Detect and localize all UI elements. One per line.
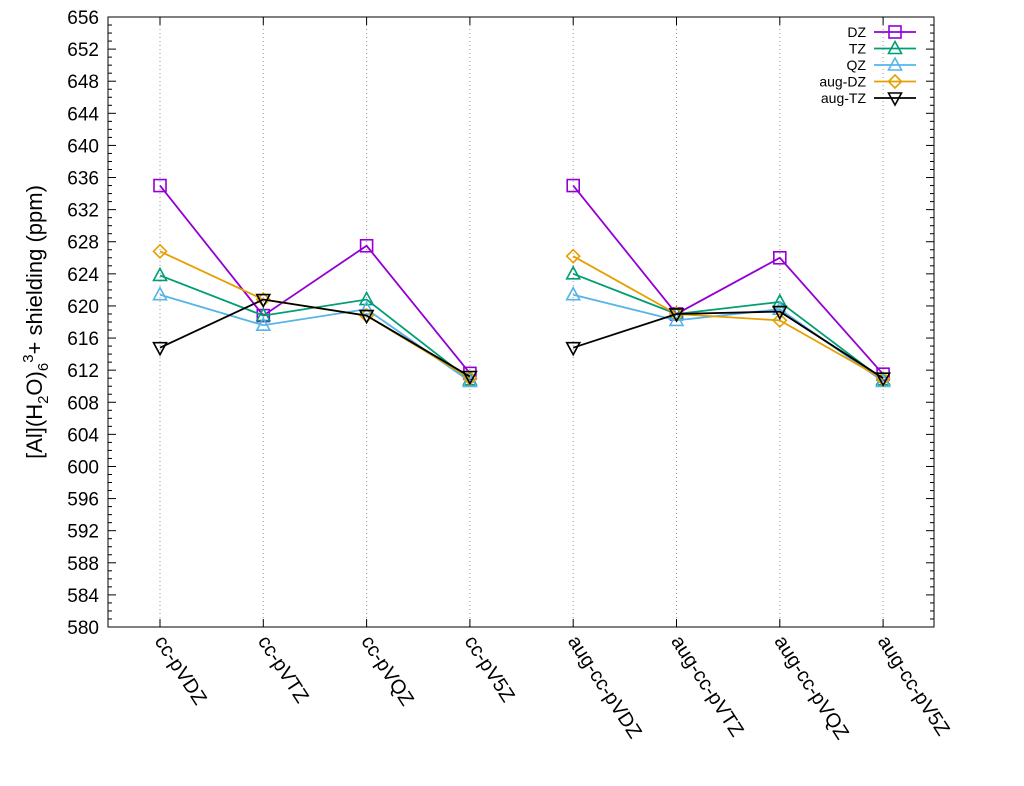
y-tick-label: 600 — [67, 457, 99, 478]
series-line — [572, 273, 884, 381]
y-tick-label: 580 — [67, 618, 99, 639]
data-point — [153, 178, 167, 193]
data-point — [565, 265, 582, 280]
y-axis: 580 584 588 592 596 600 604 608 612 616 620 624 628 6… — [67, 8, 934, 639]
data-point — [462, 370, 478, 386]
y-tick-label: 648 — [67, 72, 99, 93]
data-point — [875, 372, 891, 387]
legend-marker — [887, 56, 903, 71]
ylabel-suffix: + shielding (ppm) — [22, 185, 47, 354]
ylabel-sub1: 2 — [35, 396, 52, 404]
y-tick-label: 604 — [67, 425, 99, 446]
ylabel-sub2: 6 — [35, 363, 52, 371]
data-point — [565, 248, 581, 264]
legend-marker — [887, 39, 903, 55]
data-point — [772, 312, 788, 329]
y-tick-label: 640 — [67, 136, 99, 157]
y-tick-label: 652 — [67, 40, 99, 61]
data-point — [771, 305, 788, 321]
data-point — [358, 309, 375, 325]
x-tick-label: cc-pVDZ — [150, 632, 211, 709]
y-tick-label: 620 — [67, 297, 99, 318]
series-line — [159, 274, 471, 381]
legend-marker — [888, 25, 902, 39]
x-axis: cc-pVDZ cc-pVTZ cc-pVQZ cc-pV5Z aug-cc-pVDZ a… — [150, 17, 954, 743]
y-axis-label: [Al](H2O)63+ shielding (ppm) — [20, 185, 52, 459]
x-tick-label: cc-pVQZ — [356, 632, 417, 710]
data-point — [255, 306, 272, 322]
series-layer — [152, 178, 891, 388]
y-tick-label: 596 — [67, 490, 99, 511]
y-tick-label: 584 — [67, 586, 99, 607]
y-tick-label: 624 — [67, 265, 99, 286]
legend-label: QZ — [847, 57, 867, 73]
legend-label: DZ — [847, 24, 866, 40]
legend-label: TZ — [849, 41, 867, 57]
series-line — [572, 310, 884, 379]
data-point — [255, 316, 272, 332]
plot-frame — [107, 16, 935, 628]
data-point — [358, 290, 375, 306]
y-tick-label: 632 — [67, 201, 99, 222]
series-line — [572, 184, 884, 375]
x-tick-label: cc-pVTZ — [253, 632, 313, 707]
data-point — [772, 250, 787, 265]
data-point — [565, 341, 582, 357]
data-point — [152, 341, 168, 357]
data-point — [565, 286, 582, 301]
data-point — [359, 238, 374, 253]
series-line — [159, 298, 471, 378]
ylabel-sup: 3 — [20, 354, 37, 362]
series-dz — [153, 178, 890, 381]
ylabel-middle: O) — [22, 371, 47, 395]
series-line — [159, 184, 471, 374]
y-tick-label: 588 — [67, 554, 99, 575]
y-tick-label: 644 — [67, 104, 99, 125]
y-tick-label: 636 — [67, 169, 99, 190]
data-point — [152, 243, 168, 259]
x-tick-label: aug-cc-pVQZ — [770, 632, 853, 744]
data-point — [358, 300, 375, 315]
series-aug-tz — [152, 293, 891, 387]
legend-marker — [887, 73, 903, 90]
data-point — [668, 308, 685, 323]
y-tick-label: 616 — [67, 329, 99, 350]
legend-label: aug-TZ — [821, 90, 867, 106]
legend-marker — [887, 92, 903, 107]
y-tick-label: 608 — [67, 393, 99, 414]
data-point — [668, 311, 685, 327]
legend-label: aug-DZ — [819, 74, 866, 90]
x-tick-label: aug-cc-pVTZ — [666, 632, 747, 741]
x-tick-label: aug-cc-pVDZ — [563, 632, 646, 743]
y-tick-label: 612 — [67, 361, 99, 382]
data-point — [255, 293, 272, 309]
data-point — [152, 286, 168, 301]
ylabel-prefix: [Al](H — [22, 404, 47, 459]
series-qz — [152, 286, 891, 388]
y-tick-label: 628 — [67, 233, 99, 254]
y-tick-label: 656 — [67, 8, 99, 29]
data-point — [566, 178, 581, 193]
y-tick-label: 592 — [67, 522, 99, 543]
series-line — [572, 255, 884, 380]
data-point — [152, 266, 168, 282]
x-tick-label: cc-pV5Z — [460, 632, 519, 706]
x-tick-label: aug-cc-pV5Z — [873, 632, 954, 740]
